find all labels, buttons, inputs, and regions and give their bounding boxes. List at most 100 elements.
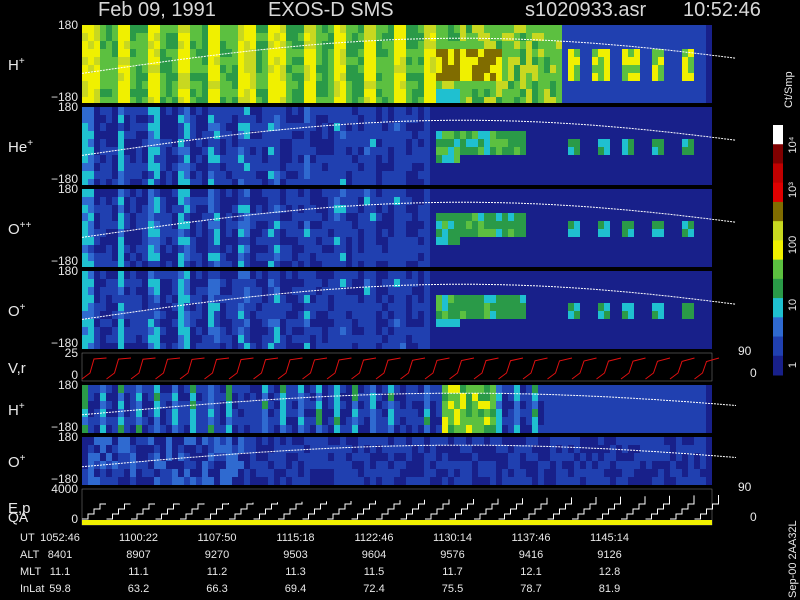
- spectrogram-cell: [478, 81, 484, 89]
- spectrogram-cell: [526, 81, 532, 89]
- spectrogram-cell: [172, 163, 178, 171]
- spectrogram-cell: [310, 189, 316, 197]
- spectrogram-cell: [226, 261, 232, 267]
- spectrogram-cell: [610, 97, 616, 103]
- spectrogram-cell: [352, 57, 358, 65]
- spectrogram-cell: [394, 163, 400, 171]
- spectrogram-cell: [598, 49, 604, 57]
- spectrogram-cell: [160, 97, 166, 103]
- spectrogram-cell: [568, 393, 574, 401]
- spectrogram-cell: [220, 179, 226, 185]
- spectrogram-cell: [106, 417, 112, 425]
- spectrogram-cell: [226, 205, 232, 213]
- spectrogram-cell: [82, 179, 88, 185]
- spectrogram-cell: [532, 123, 538, 131]
- spectrogram-cell: [388, 41, 394, 49]
- spectrogram-cell: [364, 123, 370, 131]
- spectrogram-cell: [640, 327, 646, 335]
- spectrogram-cell: [172, 221, 178, 229]
- spectrogram-cell: [592, 163, 598, 171]
- axis-top: 25: [65, 346, 79, 360]
- spectrogram-cell: [502, 205, 508, 213]
- spectrogram-cell: [118, 189, 124, 197]
- spectrogram-cell: [526, 97, 532, 103]
- spectrogram-cell: [592, 271, 598, 279]
- spectrogram-cell: [346, 229, 352, 237]
- spectrogram-cell: [664, 279, 670, 287]
- spectrogram-cell: [412, 229, 418, 237]
- spectrogram-cell: [694, 123, 700, 131]
- spectrogram-cell: [340, 97, 346, 103]
- spectrogram-cell: [676, 89, 682, 97]
- spectrogram-cell: [274, 81, 280, 89]
- spectrogram-cell: [94, 253, 100, 261]
- spectrogram-cell: [304, 295, 310, 303]
- spectrogram-cell: [208, 73, 214, 81]
- spectrogram-cell: [100, 437, 106, 445]
- spectrogram-cell: [610, 49, 616, 57]
- spectrogram-cell: [472, 205, 478, 213]
- spectrogram-cell: [484, 425, 490, 433]
- spectrogram-cell: [538, 57, 544, 65]
- spectrogram-cell: [100, 163, 106, 171]
- spectrogram-cell: [94, 163, 100, 171]
- spectrogram-cell: [508, 81, 514, 89]
- spectrogram-cell: [286, 115, 292, 123]
- spectrogram-cell: [136, 155, 142, 163]
- spectrogram-cell: [232, 327, 238, 335]
- spectrogram-cell: [196, 163, 202, 171]
- spectrogram-cell: [178, 73, 184, 81]
- spectrogram-cell: [382, 131, 388, 139]
- spectrogram-cell: [520, 81, 526, 89]
- spectrogram-cell: [508, 253, 514, 261]
- spectrogram-cell: [430, 123, 436, 131]
- spectrogram-cell: [394, 425, 400, 433]
- spectrogram-cell: [616, 89, 622, 97]
- spectrogram-cell: [370, 49, 376, 57]
- spectrogram-cell: [94, 417, 100, 425]
- spectrogram-cell: [400, 33, 406, 41]
- spectrogram-cell: [112, 327, 118, 335]
- spectrogram-cell: [310, 197, 316, 205]
- spectrogram-cell: [634, 271, 640, 279]
- spectrogram-cell: [688, 303, 694, 311]
- spectrogram-cell: [214, 295, 220, 303]
- spectrogram-cell: [412, 97, 418, 103]
- spectrogram-cell: [496, 41, 502, 49]
- spectrogram-cell: [274, 319, 280, 327]
- spectrogram-cell: [286, 65, 292, 73]
- spectrogram-cell: [562, 279, 568, 287]
- spectrogram-cell: [418, 107, 424, 115]
- spectrogram-cell: [214, 245, 220, 253]
- spectrogram-cell: [208, 477, 214, 485]
- spectrogram-cell: [358, 197, 364, 205]
- spectrogram-cell: [556, 57, 562, 65]
- spectrogram-cell: [412, 271, 418, 279]
- spectrogram-cell: [208, 197, 214, 205]
- spectrogram-cell: [586, 271, 592, 279]
- spectrogram-cell: [292, 327, 298, 335]
- spectrogram-cell: [388, 253, 394, 261]
- spectrogram-cell: [136, 25, 142, 33]
- spectrogram-cell: [550, 139, 556, 147]
- spectrogram-cell: [376, 73, 382, 81]
- spectrogram-cell: [418, 401, 424, 409]
- spectrogram-cell: [196, 261, 202, 267]
- spectrogram-cell: [166, 131, 172, 139]
- spectrogram-cell: [304, 279, 310, 287]
- spectrogram-cell: [496, 179, 502, 185]
- spectrogram-cell: [394, 245, 400, 253]
- spectrogram-cell: [190, 279, 196, 287]
- spectrogram-cell: [460, 245, 466, 253]
- spectrogram-cell: [172, 409, 178, 417]
- spectrogram-cell: [664, 245, 670, 253]
- spectrogram-cell: [628, 205, 634, 213]
- spectrogram-cell: [418, 65, 424, 73]
- spectrogram-cell: [646, 295, 652, 303]
- spectrogram-cell: [454, 245, 460, 253]
- spectrogram-cell: [658, 335, 664, 343]
- spectrogram-cell: [478, 343, 484, 349]
- spectrogram-cell: [586, 409, 592, 417]
- spectrogram-cell: [514, 343, 520, 349]
- spectrogram-cell: [220, 65, 226, 73]
